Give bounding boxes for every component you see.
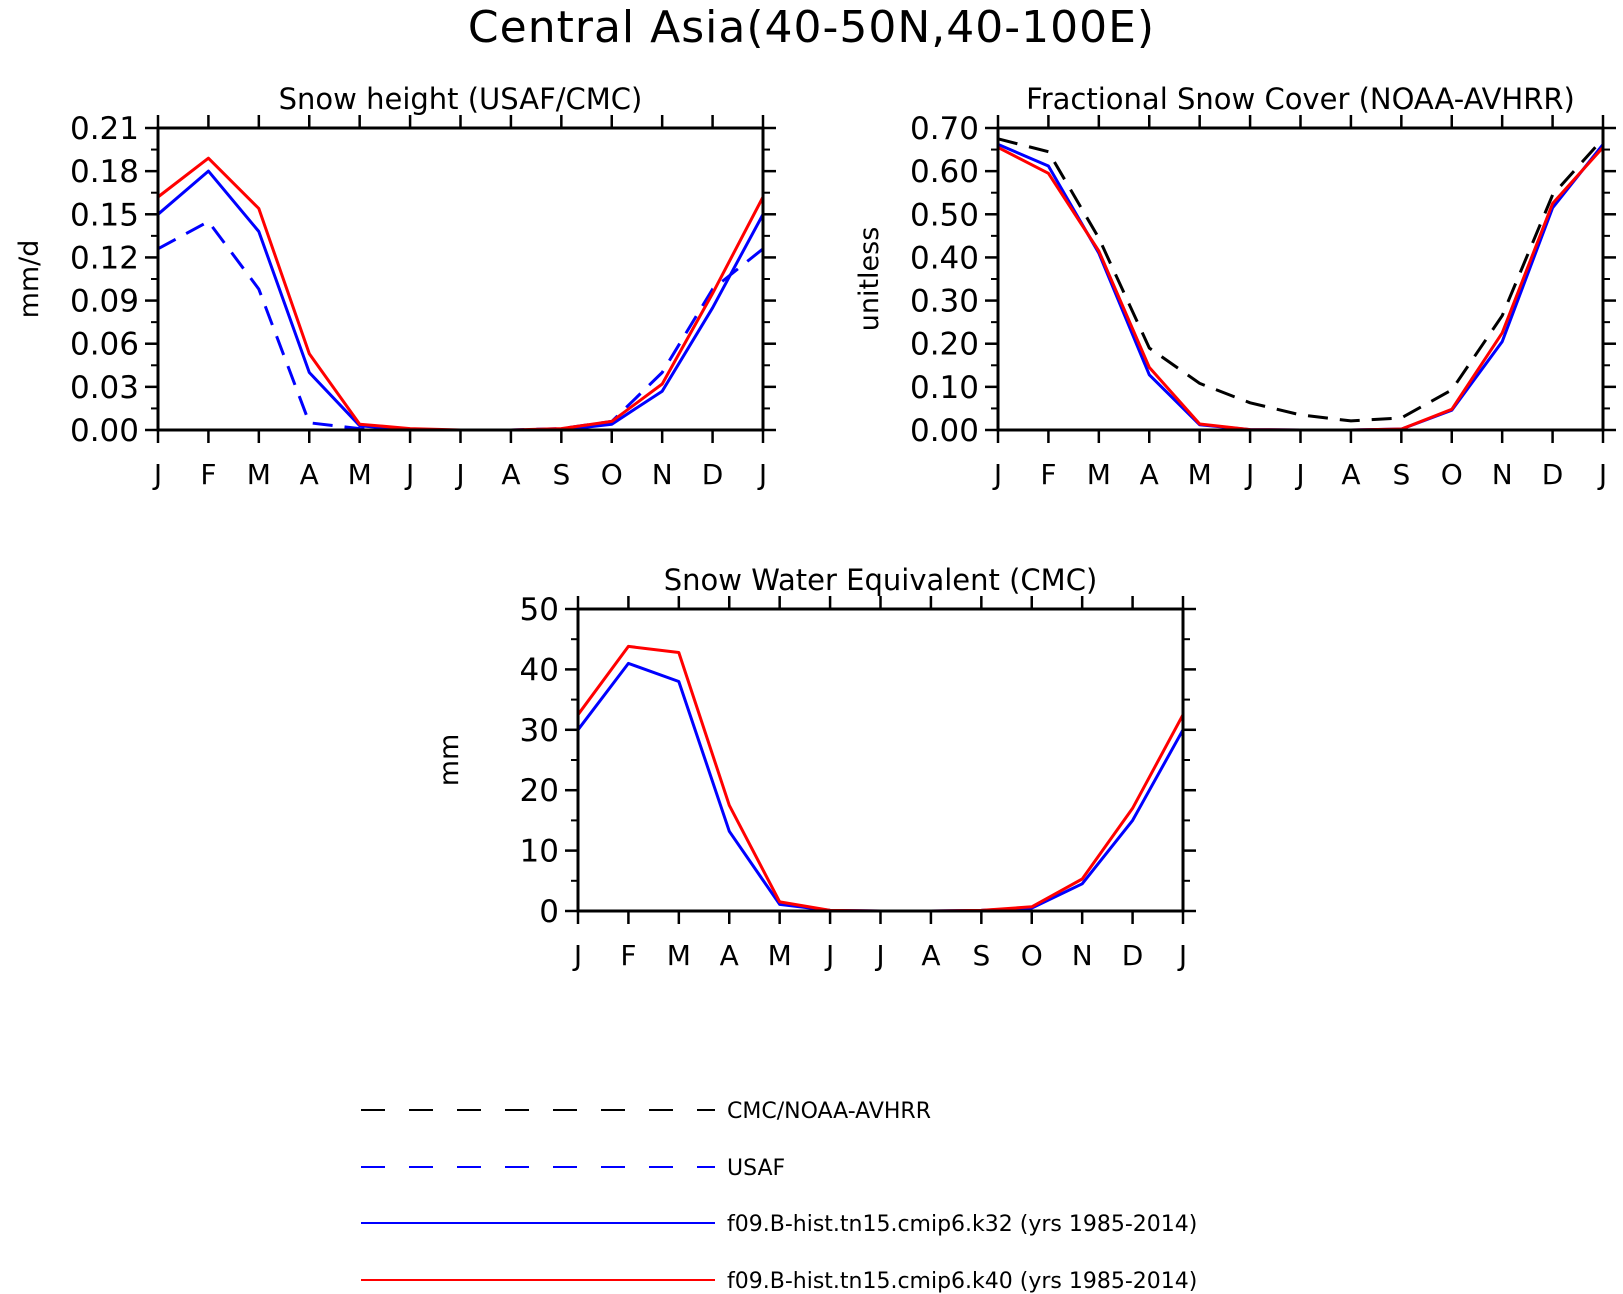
y-tick-label: 0.10 (910, 370, 979, 406)
x-tick-label: J (757, 458, 767, 491)
y-tick-label: 30 (520, 713, 559, 749)
legend-label: USAF (727, 1156, 785, 1181)
y-tick-label: 0.18 (70, 154, 139, 190)
plot-frame (576, 607, 1185, 913)
y-tick-label: 0.09 (70, 284, 139, 320)
x-tick-label: J (404, 458, 414, 491)
y-tick-label: 0.15 (70, 197, 139, 233)
x-tick-label: N (1492, 458, 1513, 491)
x-tick-label: A (720, 939, 739, 972)
y-tick-label: 0.70 (910, 111, 979, 147)
x-tick-label: A (300, 458, 319, 491)
y-tick-label: 0.00 (70, 413, 139, 449)
y-tick-label: 0.21 (70, 111, 139, 147)
y-tick-label: 0.06 (70, 327, 139, 363)
x-tick-label: J (1244, 458, 1254, 491)
x-tick-label: A (501, 458, 520, 491)
y-tick-label: 0.40 (910, 240, 979, 276)
y-tick-label: 0.50 (910, 197, 979, 233)
y-axis-label: mm (434, 734, 465, 787)
y-tick-label: 0.03 (70, 370, 139, 406)
chart-snow-water-equivalent: Snow Water Equivalent (CMC) mm 0 10 20 30 40 50… (434, 563, 1196, 972)
y-tick-label: 0.20 (910, 327, 979, 363)
y-axis-label: mm/d (14, 240, 45, 319)
x-tick-label: M (348, 458, 372, 491)
x-tick-label: D (1122, 939, 1144, 972)
plot-frame (996, 126, 1605, 432)
y-tick-label: 0.30 (910, 284, 979, 320)
y-tick-label: 0.00 (910, 413, 979, 449)
main-title: Central Asia(40-50N,40-100E) (467, 2, 1156, 53)
x-tick-label: F (620, 939, 636, 972)
x-tick-label: M (1188, 458, 1212, 491)
y-tick-label: 50 (520, 592, 559, 628)
x-tick-label: J (572, 939, 582, 972)
series-line-usaf (157, 220, 764, 432)
legend-label: f09.B-hist.tn15.cmip6.k32 (yrs 1985-2014… (727, 1212, 1197, 1237)
y-tick-label: 0.60 (910, 154, 979, 190)
y-tick-label: 20 (520, 773, 559, 809)
x-tick-label: J (454, 458, 464, 491)
x-tick-label: S (972, 939, 990, 972)
x-tick-label: J (152, 458, 162, 491)
y-tick-label: 40 (520, 652, 559, 688)
panel-title: Snow height (USAF/CMC) (279, 82, 643, 116)
x-tick-label: M (768, 939, 792, 972)
x-tick-label: S (1392, 458, 1410, 491)
series-line-f09-b-hist-tn15-cmip6-k32-yrs-1985-2014 (576, 661, 1185, 913)
y-tick-label: 10 (520, 834, 559, 870)
x-tick-label: A (1341, 458, 1360, 491)
legend-label: f09.B-hist.tn15.cmip6.k40 (yrs 1985-2014… (727, 1269, 1197, 1294)
x-tick-label: S (552, 458, 570, 491)
chart-snow-height: Snow height (USAF/CMC) mm/d 0.00 0.03 0.06 0.… (14, 82, 776, 491)
x-tick-label: M (247, 458, 271, 491)
y-tick-label: 0.12 (70, 240, 139, 276)
legend-label: CMC/NOAA-AVHRR (727, 1099, 931, 1124)
x-tick-label: O (601, 458, 623, 491)
x-tick-label: M (667, 939, 691, 972)
x-tick-label: J (1294, 458, 1304, 491)
chart-fractional-snow-cover: Fractional Snow Cover (NOAA-AVHRR) unitle… (854, 82, 1616, 491)
x-tick-label: J (1177, 939, 1187, 972)
x-tick-label: A (1140, 458, 1159, 491)
plot-frame (156, 126, 765, 432)
series-line-cmc-noaa-avhrr (997, 137, 1605, 423)
x-tick-label: J (1597, 458, 1607, 491)
x-tick-label: M (1087, 458, 1111, 491)
x-tick-label: J (992, 458, 1002, 491)
x-tick-label: F (1040, 458, 1056, 491)
x-tick-label: D (702, 458, 724, 491)
y-axis-label: unitless (854, 227, 885, 332)
x-tick-label: F (200, 458, 216, 491)
panel-title: Snow Water Equivalent (CMC) (664, 563, 1098, 597)
x-tick-label: N (1072, 939, 1093, 972)
panel-title: Fractional Snow Cover (NOAA-AVHRR) (1026, 82, 1575, 116)
x-tick-label: J (874, 939, 884, 972)
x-tick-label: D (1542, 458, 1564, 491)
x-tick-label: J (824, 939, 834, 972)
x-tick-label: O (1021, 939, 1043, 972)
x-tick-label: A (921, 939, 940, 972)
x-tick-label: O (1441, 458, 1463, 491)
y-tick-label: 0 (539, 894, 559, 930)
x-tick-label: N (652, 458, 673, 491)
